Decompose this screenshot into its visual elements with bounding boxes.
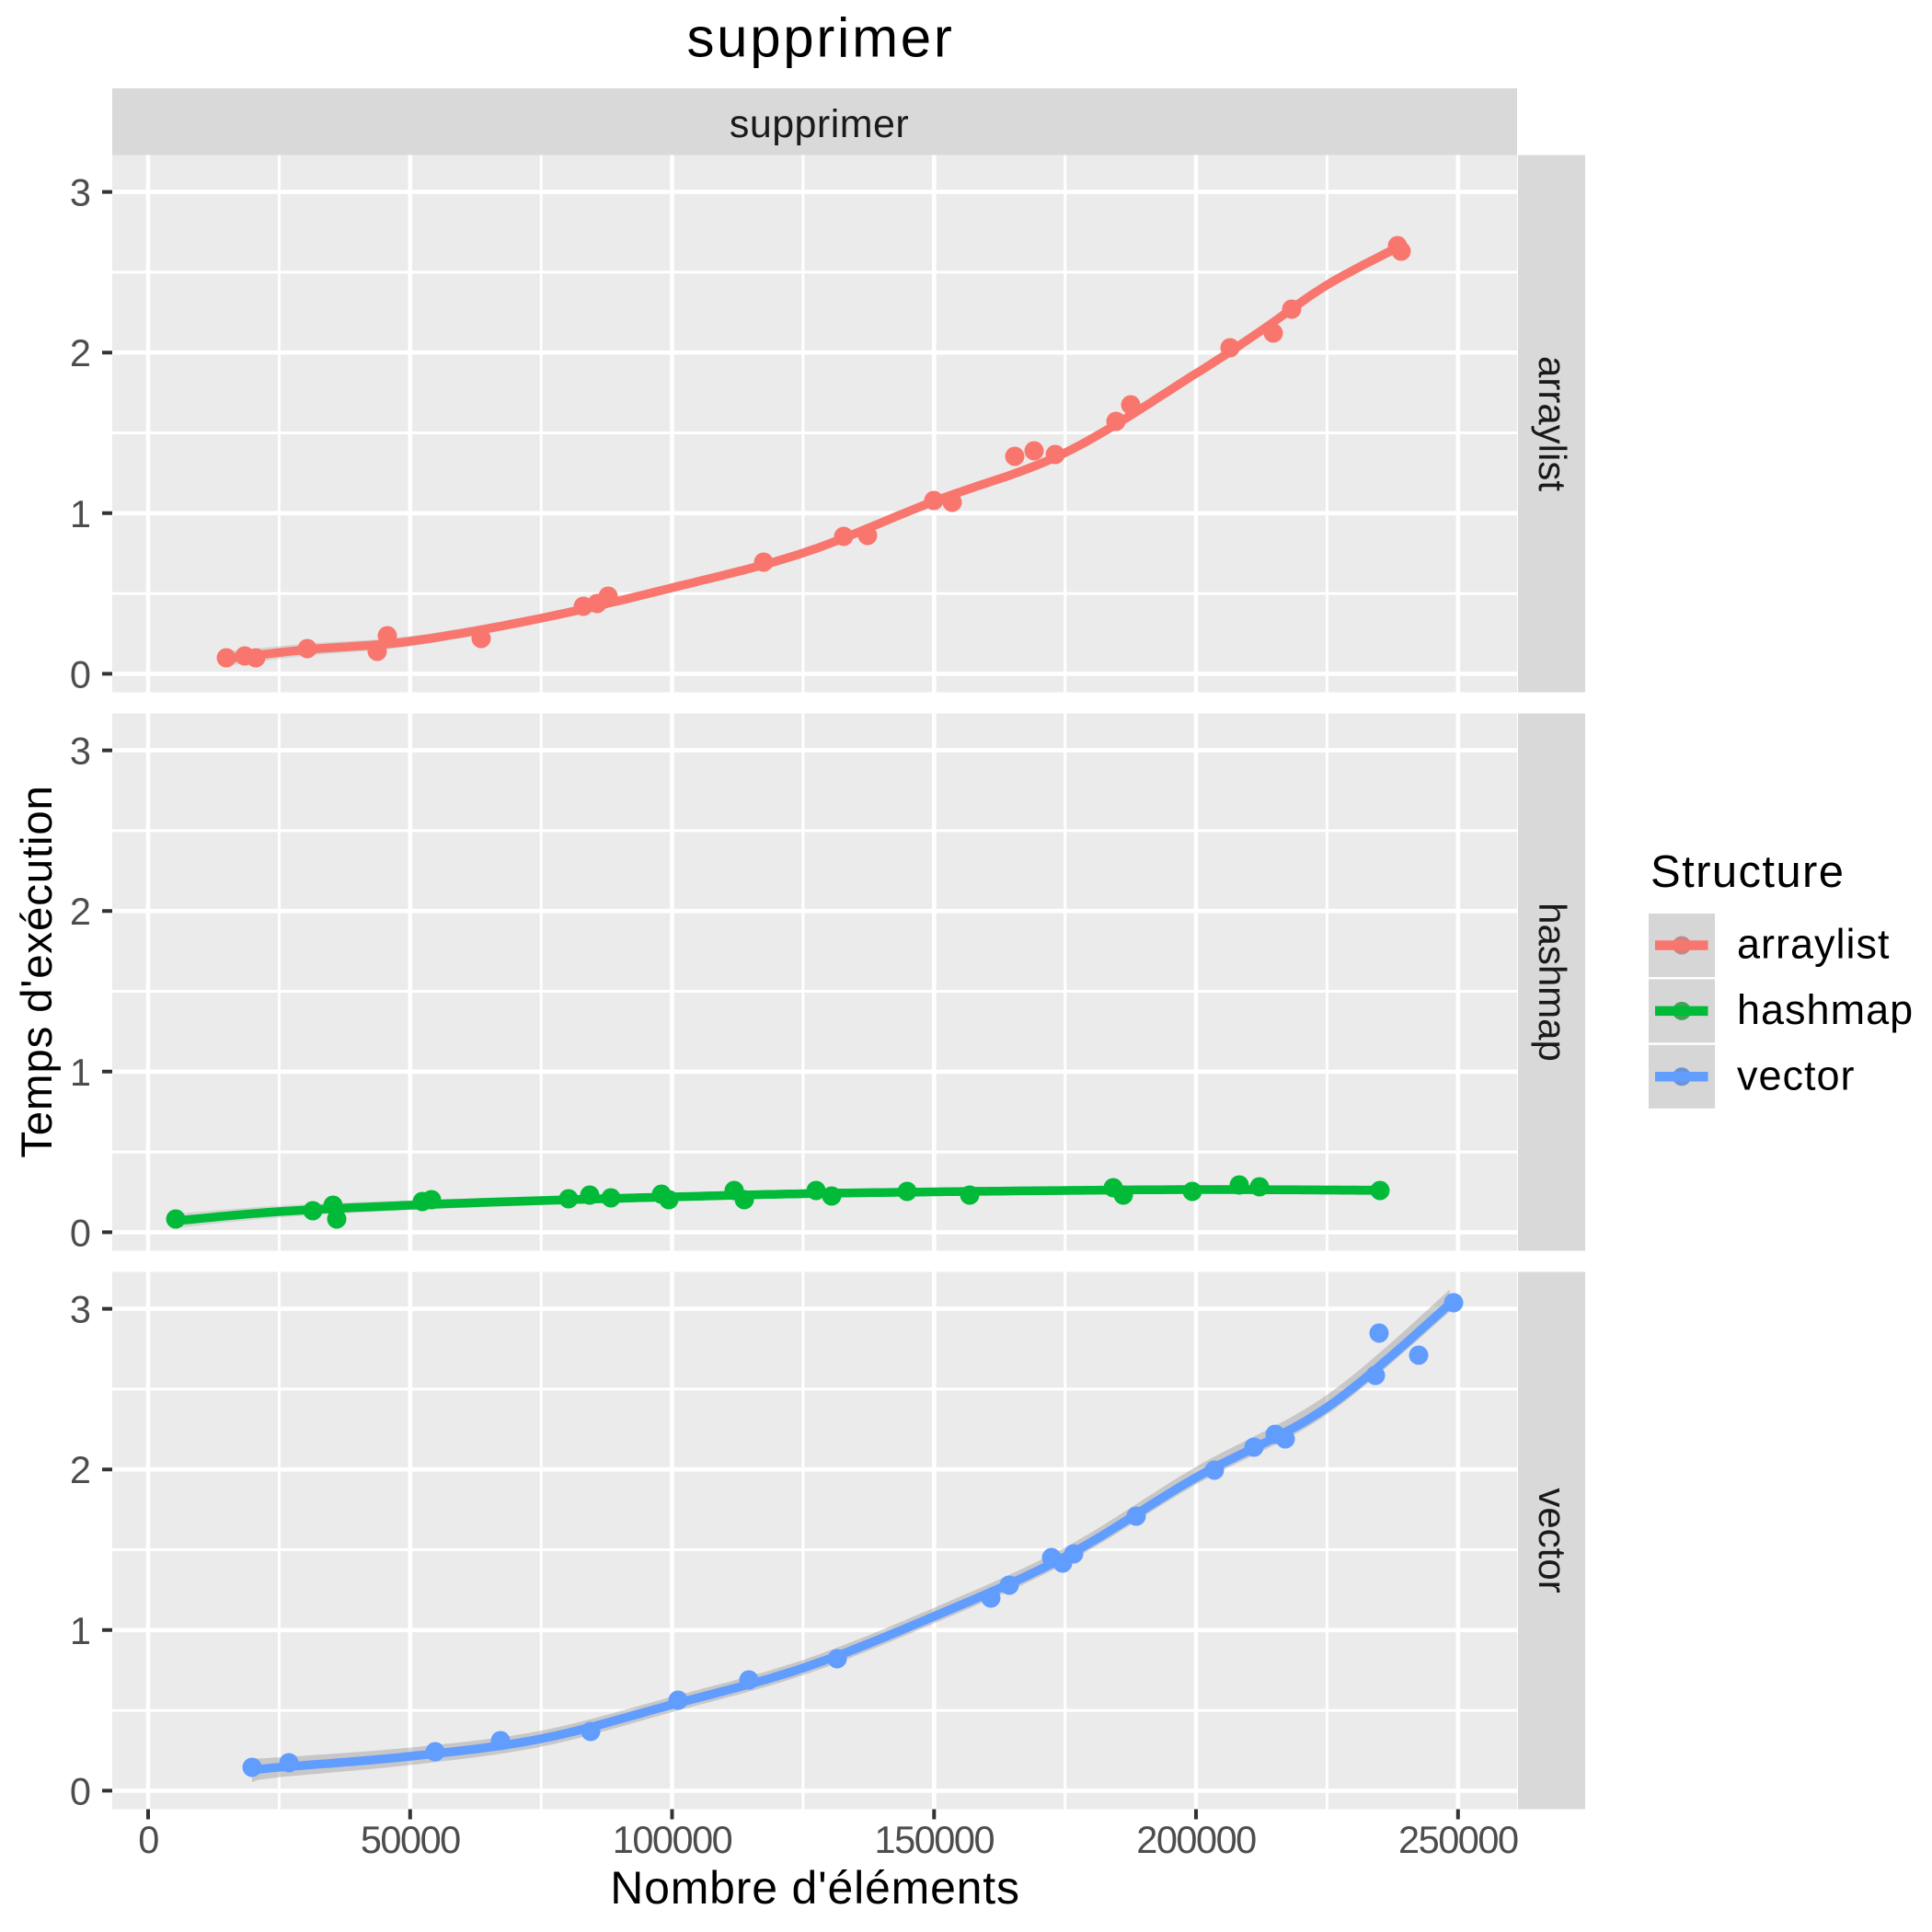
svg-text:3: 3 [70,1288,91,1331]
svg-text:3: 3 [70,730,91,773]
svg-text:hashmap: hashmap [1531,903,1574,1062]
svg-text:arraylist: arraylist [1531,356,1574,491]
svg-text:0: 0 [138,1818,158,1861]
svg-text:2: 2 [70,1448,91,1491]
svg-text:1: 1 [70,1609,91,1652]
svg-text:0: 0 [70,652,91,696]
svg-text:supprimer: supprimer [730,102,909,146]
svg-text:hashmap: hashmap [1737,986,1914,1033]
svg-text:vector: vector [1737,1052,1856,1098]
svg-text:50000: 50000 [361,1818,460,1861]
svg-text:3: 3 [70,171,91,214]
svg-text:150000: 150000 [875,1818,995,1861]
svg-text:1: 1 [70,492,91,535]
svg-text:arraylist: arraylist [1737,921,1891,968]
svg-text:Structure: Structure [1650,847,1845,897]
svg-text:2: 2 [70,331,91,374]
svg-text:0: 0 [70,1211,91,1254]
svg-text:250000: 250000 [1398,1818,1518,1861]
svg-text:2: 2 [70,890,91,933]
svg-text:Temps d'exécution: Temps d'exécution [13,785,62,1158]
svg-text:100000: 100000 [613,1818,732,1861]
svg-text:1: 1 [70,1051,91,1094]
svg-text:Nombre d'éléments: Nombre d'éléments [610,1862,1020,1914]
svg-text:supprimer: supprimer [686,7,954,69]
svg-text:200000: 200000 [1136,1818,1256,1861]
svg-text:vector: vector [1531,1488,1574,1593]
svg-text:0: 0 [70,1769,91,1812]
